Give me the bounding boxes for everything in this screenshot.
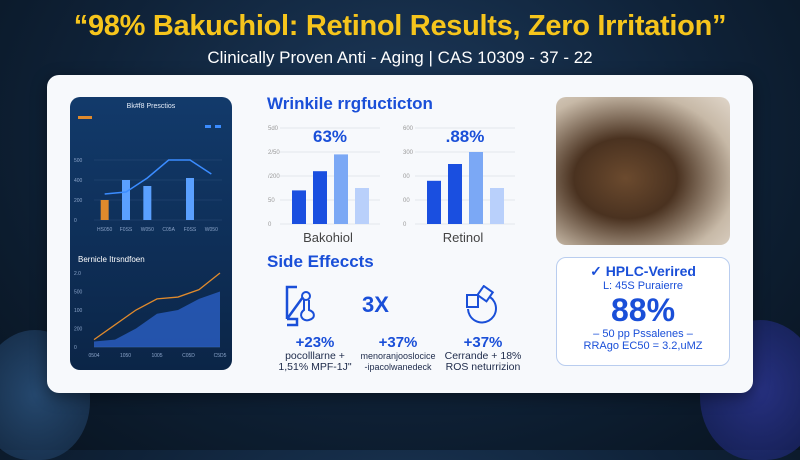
side-effect-item: +23% pocolllarne +1,51% MPF-1J": [255, 334, 375, 373]
y-tick-label: 400: [74, 178, 83, 184]
bar: [490, 188, 504, 224]
effect-value: +37%: [463, 334, 503, 351]
y-tick-label: 500: [74, 290, 83, 296]
x-tick-label: F0SS: [120, 227, 133, 233]
dashboard-bottom-title: Bernicle Itrsndfoen: [78, 255, 145, 264]
bar: [143, 186, 152, 220]
legend-swatch: [205, 125, 211, 128]
bar: [186, 178, 194, 220]
chart-label: Retinol: [443, 230, 484, 245]
dashboard-charts: 0 200 400 500 HS050 F0SS W050 C05A F0SS W050 0 200 1…: [74, 116, 227, 359]
y-tick-label: 0: [74, 345, 77, 351]
flask-tablet-icon: [285, 285, 315, 327]
check-icon: ✓: [590, 263, 606, 279]
effect-desc: pocolllarne +: [285, 350, 345, 362]
x-tick-label: HS050: [97, 227, 113, 233]
x-tick-label: C5D5: [214, 353, 227, 359]
y-tick-label: /200: [268, 174, 280, 180]
x-tick-label: C05D: [182, 353, 195, 359]
dashboard-panel: Bk#f8 Presctios Bernicle Itrsndfoen 0 200…: [70, 97, 232, 370]
x-tick-label: 1005: [151, 353, 162, 359]
dashboard-top-title: Bk#f8 Presctios: [126, 103, 176, 110]
effect-desc: ROS neturrizion: [445, 361, 521, 373]
side-effect-item: +37% Cerrande + 18% ROS neturrizion: [423, 334, 543, 373]
page-subtitle: Clinically Proven Anti - Aging | CAS 103…: [207, 48, 593, 67]
side-effect-item: +37% menoranjooslocice -ipacolwanedeck: [338, 334, 458, 373]
y-tick-label: 0: [74, 218, 77, 224]
legend-swatch: [78, 116, 92, 119]
y-tick-label: 200: [74, 327, 83, 333]
effect-value: +23%: [295, 334, 335, 351]
hplc-box: ✓ HPLC-Verired L: 45S Puraierre 88% – 50…: [556, 257, 730, 366]
y-tick-label: 50: [268, 198, 275, 204]
bar: [334, 154, 348, 224]
page-title: “98% Bakuchiol: Retinol Results, Zero Ir…: [73, 10, 727, 42]
3x-badge: 3X: [362, 292, 389, 317]
effect-desc: Cerrande + 18%: [444, 350, 522, 362]
bar: [122, 180, 130, 220]
y-tick-label: 00: [403, 174, 410, 180]
bar-annotation: .88%: [446, 127, 485, 146]
y-tick-label: 300: [403, 150, 414, 156]
y-tick-label: 00: [403, 198, 410, 204]
x-tick-label: W050: [141, 227, 154, 233]
y-tick-label: 600: [403, 126, 414, 132]
hplc-title: HPLC-Verired: [605, 263, 696, 279]
x-tick-label: 1050: [120, 353, 131, 359]
legend-swatch: [215, 125, 221, 128]
y-tick-label: 500: [74, 158, 83, 164]
hplc-sub: L: 45S Puraierre: [602, 280, 684, 292]
bar: [292, 190, 306, 224]
y-tick-label: 5d0: [268, 126, 279, 132]
hplc-line1: – 50 pp Pssalenes –: [593, 328, 693, 340]
y-tick-label: 200: [74, 198, 83, 204]
cube-circle-icon: [466, 285, 497, 324]
effect-value: +37%: [378, 334, 418, 351]
area-series: [94, 291, 220, 347]
line-series: [104, 159, 212, 195]
bar: [448, 164, 462, 224]
wrinkle-title: Wrinkile rrgfucticton: [267, 94, 433, 113]
y-tick-label: 0: [403, 222, 407, 228]
x-tick-label: F0SS: [184, 227, 197, 233]
bar-annotation: 63%: [313, 127, 347, 146]
side-effects-title: Side Effeccts: [267, 252, 374, 271]
y-tick-label: 0: [268, 222, 272, 228]
bakuchiol-root-photo: [556, 97, 730, 245]
x-tick-label: C05A: [162, 227, 175, 233]
effect-desc: 1,51% MPF-1J": [278, 361, 352, 373]
hplc-line2: RRAgo EC50 = 3.2,uMZ: [583, 340, 703, 352]
bar: [100, 200, 109, 220]
bar: [427, 180, 441, 224]
y-tick-label: 100: [74, 308, 83, 314]
effect-desc: -ipacolwanedeck: [364, 362, 432, 372]
chart-label: Bakohiol: [303, 230, 353, 245]
bar: [469, 152, 483, 224]
line-series: [93, 272, 221, 341]
x-tick-label: W050: [205, 227, 218, 233]
effect-desc: menoranjooslocice: [360, 351, 436, 361]
hplc-value: 88%: [610, 292, 676, 328]
x-tick-label: 0504: [88, 353, 99, 359]
bar: [355, 188, 369, 224]
y-tick-label: 2/50: [268, 150, 280, 156]
y-tick-label: 2.0: [74, 271, 81, 277]
bar: [313, 171, 327, 224]
